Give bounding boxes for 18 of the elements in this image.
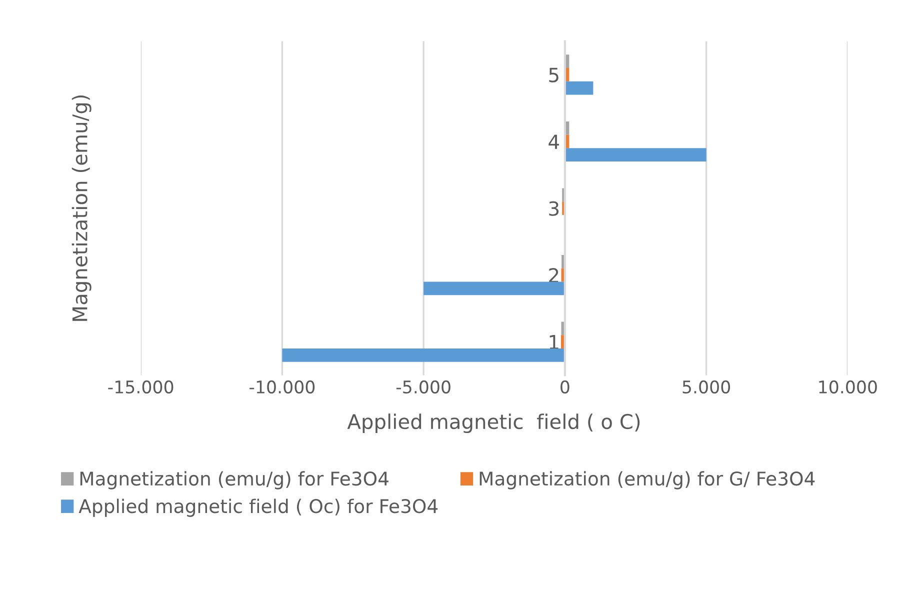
x-tick-label: 0 [560, 380, 570, 394]
x-tick-label: -5.000 [396, 380, 450, 394]
y-axis-title: Magnetization (emu/g) [72, 95, 92, 321]
bar [424, 282, 565, 296]
y-tick-label: 4 [548, 134, 559, 149]
x-tick-label: -10.000 [250, 380, 315, 394]
y-tick-label: 5 [549, 68, 558, 82]
bar [564, 81, 594, 95]
y-tick-label: 3 [549, 201, 559, 216]
legend-label: Magnetization (emu/g) for G/ Fe3O4 [480, 471, 815, 490]
x-tick-label: 5.000 [682, 380, 730, 394]
legend-label: Applied magnetic field ( Oc) for Fe3O4 [78, 498, 438, 517]
bar [282, 348, 565, 362]
x-tick-label: -15.000 [108, 380, 174, 394]
legend-label: Magnetization (emu/g) for Fe3O4 [80, 471, 388, 490]
x-tick-label: 10.000 [819, 380, 877, 394]
x-axis-title: Applied magnetic field ( o C) [347, 414, 640, 434]
bar [564, 148, 706, 162]
